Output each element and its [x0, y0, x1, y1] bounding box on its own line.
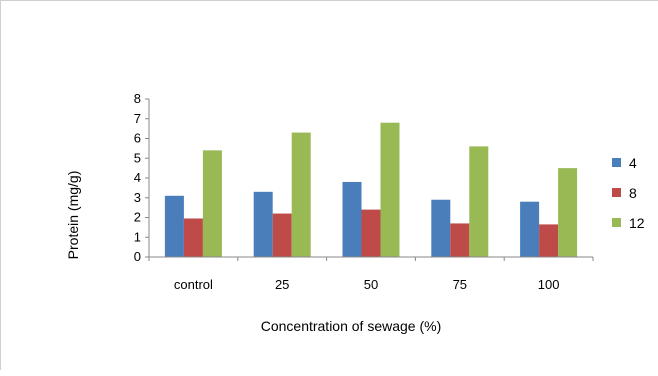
bar: [558, 168, 578, 257]
bar: [342, 181, 362, 257]
y-tick-label: 7: [134, 111, 141, 126]
y-tick-label: 5: [134, 150, 141, 165]
bar: [450, 223, 470, 257]
x-tick-label: 25: [275, 277, 289, 292]
legend-label: 8: [629, 185, 637, 201]
bars: [164, 122, 578, 257]
x-tick-label: 100: [538, 277, 560, 292]
y-tick-label: 3: [134, 190, 141, 205]
bar: [431, 199, 451, 257]
y-tick-label: 4: [134, 170, 141, 185]
y-tick-label: 2: [134, 210, 141, 225]
bar: [253, 191, 273, 257]
y-axis-title: Protein (mg/g): [65, 171, 81, 260]
bar: [469, 146, 489, 257]
bar: [202, 150, 222, 257]
legend-swatch: [612, 218, 621, 227]
legend-label: 12: [629, 215, 645, 231]
x-axis-title: Concentration of sewage (%): [261, 318, 442, 334]
legend: 4 8 12: [612, 155, 645, 231]
x-tick-label: control: [174, 277, 213, 292]
bar: [164, 195, 184, 257]
bar: [520, 201, 540, 257]
y-tick-label: 6: [134, 131, 141, 146]
y-tick-label: 1: [134, 229, 141, 244]
legend-label: 4: [629, 155, 637, 171]
bar: [183, 218, 203, 257]
x-tick-label: 75: [453, 277, 467, 292]
bar: [291, 132, 311, 257]
bar: [272, 213, 292, 257]
x-tick-label: 50: [364, 277, 378, 292]
legend-swatch: [612, 158, 621, 167]
bar: [380, 122, 400, 257]
y-tick-label: 0: [134, 249, 141, 264]
y-axis-ticks: 0 1 2 3 4 5 6 7 8: [134, 91, 149, 264]
legend-swatch: [612, 188, 621, 197]
bar: [361, 209, 381, 257]
x-axis-tick-labels: control 25 50 75 100: [148, 257, 594, 292]
y-tick-label: 8: [134, 91, 141, 106]
bar: [539, 224, 559, 257]
